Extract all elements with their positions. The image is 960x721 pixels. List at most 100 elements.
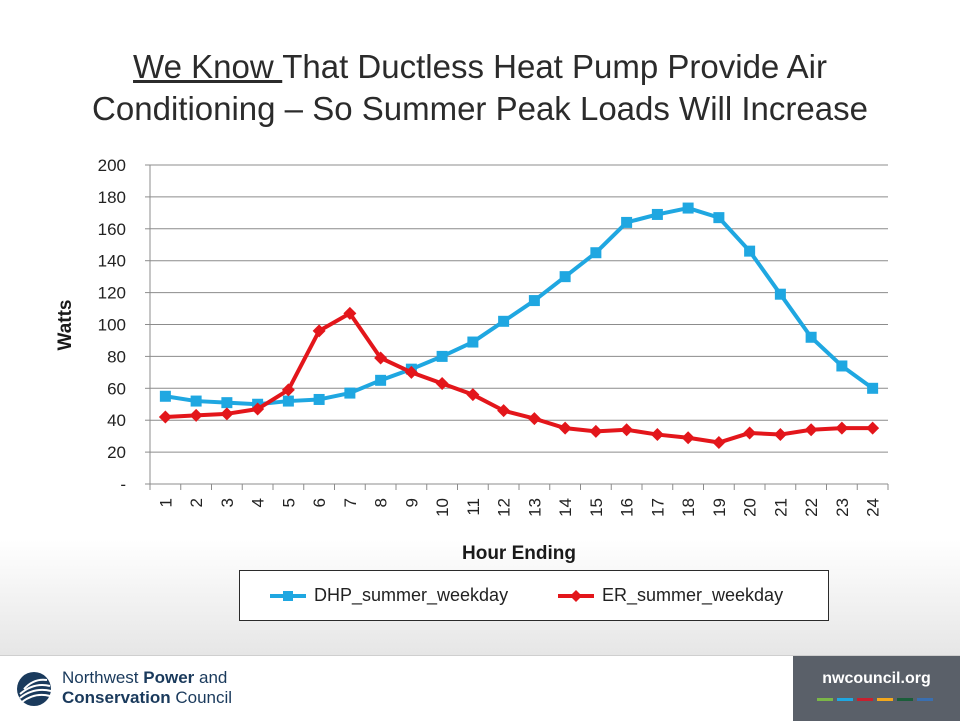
data-point-diamond: [527, 412, 541, 426]
x-tick-label: 7: [341, 498, 360, 507]
title-underlined-part: We Know: [133, 48, 283, 85]
data-point-square: [313, 393, 325, 405]
legend-item-er: ER_summer_weekday: [556, 571, 783, 620]
data-point-diamond: [866, 421, 880, 435]
legend-label-er: ER_summer_weekday: [602, 585, 784, 605]
data-point-diamond: [220, 407, 234, 421]
data-point-square: [621, 216, 633, 228]
x-tick-label: 12: [495, 498, 514, 517]
y-tick-label: 40: [107, 411, 126, 430]
org-line1-b: Power: [143, 668, 195, 687]
x-tick-label: 18: [679, 498, 698, 517]
x-tick-label: 24: [864, 498, 883, 517]
data-point-square: [221, 397, 233, 409]
x-tick-label: 1: [156, 498, 175, 507]
data-point-square: [651, 208, 663, 220]
x-tick-label: 23: [833, 498, 852, 517]
y-tick-label: 140: [98, 252, 126, 271]
x-tick-labels: 1 2 3 4 5 6 7 8 9 10 11 12 13 14 15 16 17 18 19 20 21 22 23 24: [156, 498, 882, 517]
y-tick-label: 200: [98, 156, 126, 175]
data-point-square: [836, 360, 848, 372]
title-line2: Conditioning – So Summer Peak Loads Will…: [92, 90, 868, 127]
data-point-diamond: [650, 428, 664, 442]
x-tick-label: 2: [187, 498, 206, 507]
color-bar: [837, 698, 853, 701]
data-point-square: [467, 336, 479, 348]
y-tick-label: 100: [98, 316, 126, 335]
data-point-diamond: [158, 410, 172, 424]
org-line2-a: Conservation: [62, 688, 171, 707]
data-point-square: [498, 315, 510, 327]
x-tick-label: 9: [402, 498, 421, 507]
data-point-square: [744, 245, 756, 257]
series-er: [158, 306, 880, 450]
data-point-square: [375, 374, 387, 386]
data-point-diamond: [743, 426, 757, 440]
y-tick-label: 20: [107, 443, 126, 462]
color-bar: [917, 698, 933, 701]
data-point-diamond: [804, 423, 818, 437]
x-axis-label: Hour Ending: [462, 543, 576, 564]
color-bar: [897, 698, 913, 701]
data-point-diamond: [558, 421, 572, 435]
x-tick-label: 5: [279, 498, 298, 507]
x-tick-label: 22: [802, 498, 821, 517]
data-point-square: [159, 390, 171, 402]
data-point-square: [774, 288, 786, 300]
x-tick-label: 8: [372, 498, 391, 507]
data-point-diamond: [681, 431, 695, 445]
org-line1-a: Northwest: [62, 668, 144, 687]
legend-swatch-dhp: [270, 590, 306, 601]
title-line1-rest: That Ductless Heat Pump Provide Air: [282, 48, 827, 85]
y-tick-label: 120: [98, 284, 126, 303]
data-series: [158, 202, 880, 450]
data-point-square: [713, 212, 725, 224]
data-point-diamond: [835, 421, 849, 435]
x-tick-label: 16: [618, 498, 637, 517]
website-link[interactable]: nwcouncil.org: [822, 670, 931, 687]
x-tick-label: 19: [710, 498, 729, 517]
legend-item-dhp: DHP_summer_weekday: [268, 571, 508, 620]
data-point-square: [436, 350, 448, 362]
legend-swatch-er: [558, 589, 594, 602]
org-line1-c: and: [194, 668, 228, 687]
data-point-square: [682, 202, 694, 214]
axes: [149, 165, 889, 490]
color-bars: [817, 698, 933, 701]
x-tick-label: 17: [648, 498, 667, 517]
x-tick-label: 14: [556, 498, 575, 517]
x-tick-label: 3: [218, 498, 237, 507]
series-line: [165, 311, 873, 445]
x-tick-label: 21: [771, 498, 790, 517]
x-tick-label: 4: [249, 498, 268, 507]
website-badge[interactable]: nwcouncil.org: [793, 656, 960, 721]
x-tick-label: 13: [525, 498, 544, 517]
data-point-square: [528, 295, 540, 307]
data-point-square: [805, 331, 817, 343]
data-point-square: [867, 382, 879, 394]
data-point-square: [282, 395, 294, 407]
data-point-square: [590, 247, 602, 259]
data-point-diamond: [589, 424, 603, 438]
organization-name: Northwest Power and Conservation Council: [62, 668, 232, 708]
x-tick-label: 6: [310, 498, 329, 507]
data-point-diamond: [251, 402, 265, 416]
series-line: [165, 206, 874, 407]
y-tick-label: 160: [98, 220, 126, 239]
y-axis-label: Watts: [55, 299, 76, 350]
y-tick-label: 180: [98, 188, 126, 207]
y-tick-label: -: [120, 475, 126, 494]
slide-title: We Know That Ductless Heat Pump Provide …: [0, 46, 960, 130]
data-point-diamond: [343, 306, 357, 320]
data-point-square: [190, 395, 202, 407]
data-point-diamond: [773, 428, 787, 442]
council-logo-icon: [17, 672, 52, 706]
footer-bar: Northwest Power and Conservation Council…: [0, 655, 960, 721]
data-point-diamond: [435, 377, 449, 391]
data-point-diamond: [497, 404, 511, 418]
data-point-diamond: [312, 324, 326, 338]
series-dhp: [159, 202, 879, 410]
org-line2-b: Council: [170, 688, 233, 707]
data-point-diamond: [404, 365, 418, 379]
color-bar: [877, 698, 893, 701]
